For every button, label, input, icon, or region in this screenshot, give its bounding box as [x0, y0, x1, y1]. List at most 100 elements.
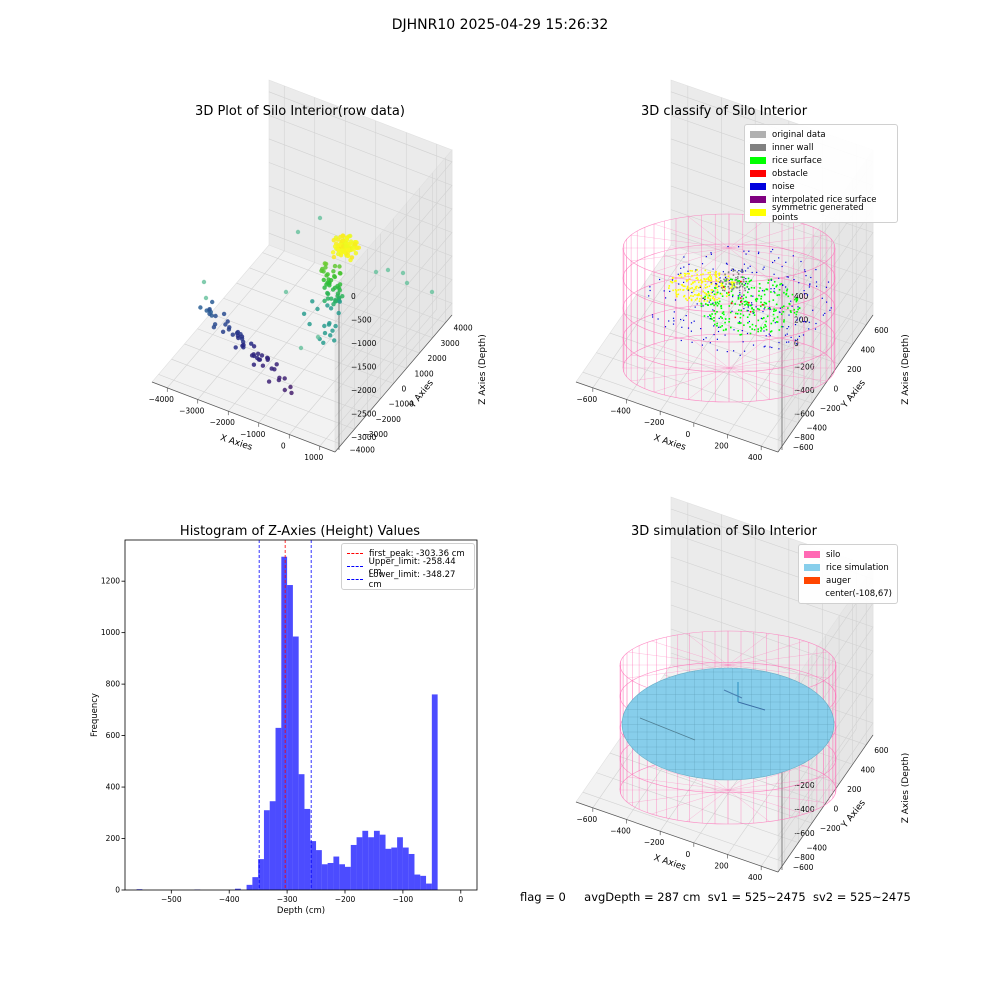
noise-point [778, 257, 780, 259]
scatter-point [317, 215, 323, 221]
scatter-point [325, 296, 331, 301]
rice-surface-point [765, 325, 767, 328]
rice-surface-point [764, 324, 766, 326]
histogram-bar [263, 810, 270, 890]
noise-point [773, 273, 775, 275]
noise-point [710, 253, 712, 255]
scatter-point [198, 305, 203, 310]
rice-surface-point [797, 308, 799, 311]
gridline [670, 628, 874, 837]
rice-surface-point [796, 311, 798, 313]
rice-surface-point [757, 330, 759, 333]
rice-surface-point [793, 312, 796, 314]
noise-point [793, 279, 795, 281]
x-tick-label: −100 [393, 895, 414, 904]
legend-label: Lower_limit: -348.27 cm [368, 569, 456, 590]
scatter-point [298, 345, 304, 351]
symmetric-point [675, 292, 677, 294]
rice-surface-point [764, 306, 766, 309]
noise-point [768, 333, 770, 335]
rice-surface-point [773, 291, 776, 294]
symmetric-point [674, 288, 677, 291]
symmetric-point [704, 278, 706, 281]
noise-point [693, 320, 695, 322]
rice-surface-point [741, 303, 744, 305]
rice-surface-point [746, 286, 749, 288]
simulation-plot-title: 3D simulation of Silo Interior [631, 524, 817, 539]
scatter-point [400, 270, 406, 276]
rice-surface-point [746, 301, 749, 303]
noise-point [704, 298, 706, 301]
histogram-bar [426, 883, 432, 890]
noise-point [724, 334, 726, 336]
rice-surface-point [753, 314, 756, 316]
rice-surface-point [716, 325, 718, 327]
noise-point [788, 326, 790, 328]
noise-point [743, 308, 745, 310]
noise-point [798, 335, 800, 337]
symmetric-point [704, 297, 706, 300]
scatter-point [331, 254, 337, 260]
rice-surface-point [734, 303, 736, 305]
legend-swatch [750, 170, 766, 177]
rice-surface-point [749, 326, 751, 328]
inner-wall-point [735, 276, 737, 279]
noise-point [700, 328, 702, 330]
noise-point [677, 273, 679, 275]
rice-surface-point [747, 322, 749, 324]
inner-wall-point [734, 279, 736, 281]
depth-histogram: −500 −400 −300 −200 −100 0 0 200 400 600 800 1000 12… [90, 539, 478, 916]
inner-wall-point [743, 276, 745, 279]
rice-surface-point [724, 280, 726, 282]
symmetric-point [708, 275, 711, 278]
noise-point [738, 246, 740, 248]
tick-label: 1000 [304, 453, 323, 462]
silo-spoke [727, 664, 828, 679]
inner-wall-point [731, 289, 734, 291]
rice-surface-point [719, 292, 722, 295]
inner-wall-point [738, 286, 740, 289]
noise-point [812, 309, 814, 311]
rice-surface-point [709, 315, 712, 317]
noise-point [763, 330, 765, 332]
noise-point [803, 293, 806, 295]
noise-point [744, 350, 746, 352]
legend-swatch [750, 131, 766, 138]
histogram-legend: first_peak: -303.36 cm Upper_limit: -258.… [341, 543, 475, 590]
silo-spoke [653, 223, 730, 249]
noise-point [824, 312, 826, 314]
rice-surface-point [793, 308, 795, 311]
rice-surface-point [751, 328, 753, 330]
rice-surface-point [775, 303, 778, 306]
noise-point [772, 248, 774, 251]
noise-point [743, 250, 745, 252]
rice-surface-point [781, 306, 783, 309]
rice-surface-point [754, 298, 757, 301]
sv2-text: sv2 = 525~2475 [812, 890, 911, 904]
symmetric-point [725, 295, 728, 298]
symmetric-point [692, 295, 694, 297]
y-tick-label: 800 [106, 680, 121, 689]
tick-label: −800 [794, 853, 815, 862]
noise-point [746, 332, 749, 335]
scatter-point [220, 329, 226, 334]
rice-surface-point [740, 309, 742, 312]
scatter-point [276, 377, 282, 383]
noise-point [782, 326, 784, 328]
y-tick-label: 600 [106, 731, 121, 740]
noise-point [680, 318, 682, 321]
histogram-bar [385, 848, 392, 890]
silo-spoke [727, 765, 805, 791]
rice-surface-point [737, 297, 740, 299]
symmetric-point [731, 283, 734, 286]
legend-swatch [750, 157, 766, 164]
rice-surface-point [721, 317, 723, 319]
rice-surface-point [758, 290, 760, 292]
scatter-point [332, 274, 338, 280]
scatter-point [345, 247, 351, 252]
rice-surface-point [772, 299, 775, 301]
rice-surface-point [735, 312, 737, 315]
inner-wall-point [733, 284, 735, 286]
noise-point [712, 268, 714, 270]
symmetric-point [704, 287, 707, 289]
